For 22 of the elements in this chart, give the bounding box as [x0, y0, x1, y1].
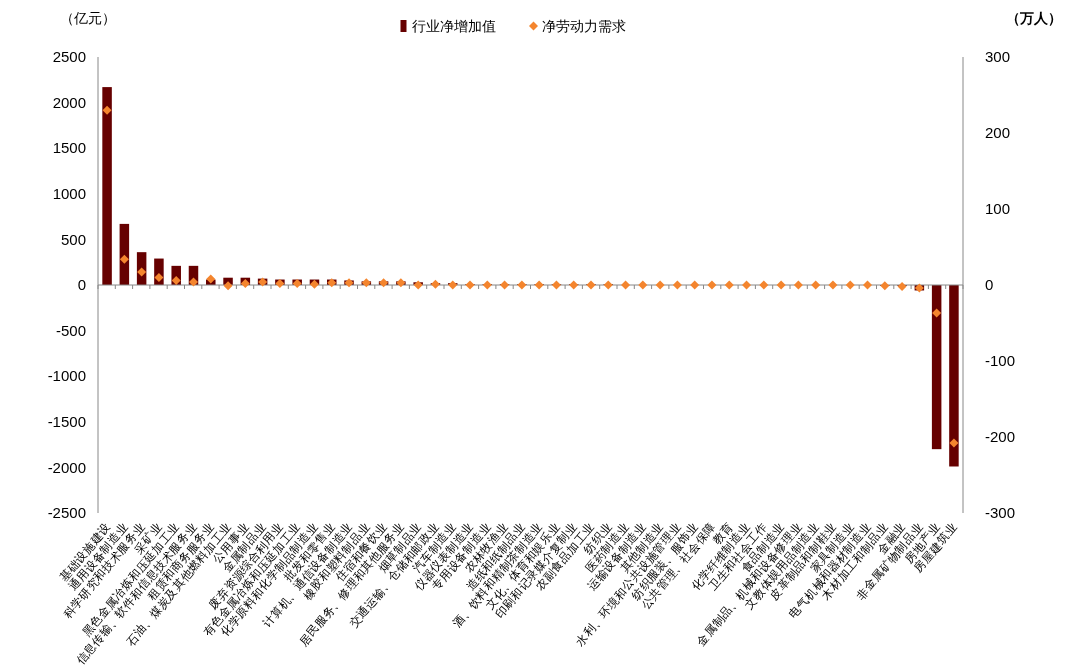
y2-tick-label: 100	[985, 200, 1011, 218]
y2-tick-label: -100	[985, 352, 1016, 370]
y-tick-label: 2500	[52, 48, 86, 66]
y-tick-label: -2000	[47, 458, 86, 476]
y2-tick-label: 200	[985, 124, 1011, 142]
legend-label: 净劳动力需求	[541, 17, 626, 34]
y-tick-label: -1500	[47, 413, 86, 431]
y-tick-label: -500	[55, 321, 86, 339]
y-tick-label: -2500	[47, 504, 86, 522]
y2-tick-label: -300	[985, 504, 1016, 522]
legend-label: 行业净增加值	[411, 17, 496, 34]
y2-tick-label: 0	[985, 276, 994, 294]
y-tick-label: 500	[60, 230, 86, 248]
y2-tick-label: 300	[985, 48, 1011, 66]
y-tick-label: 2000	[52, 93, 86, 111]
y-tick-label: 0	[77, 276, 86, 294]
y2-axis-title: （万人）	[1006, 10, 1062, 26]
y-tick-label: 1000	[52, 185, 86, 203]
y-tick-label: -1000	[47, 367, 86, 385]
y2-tick-label: -200	[985, 428, 1016, 446]
y-tick-label: 1500	[52, 139, 86, 157]
y-axis-title: （亿元）	[60, 10, 116, 26]
